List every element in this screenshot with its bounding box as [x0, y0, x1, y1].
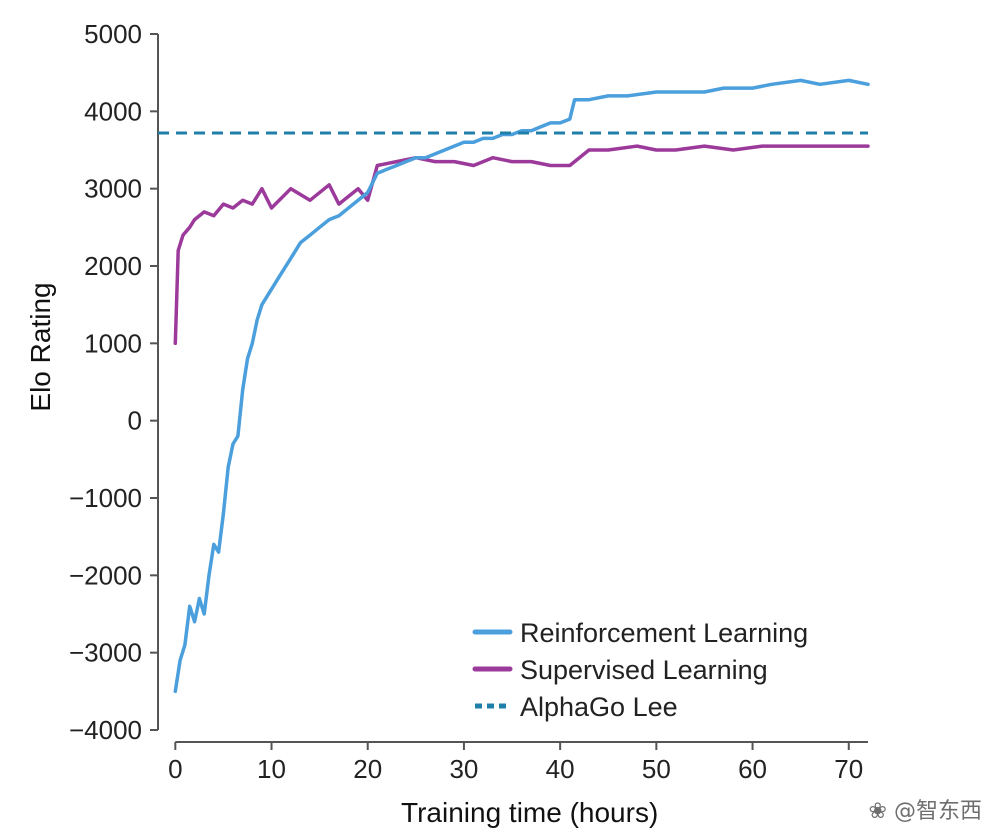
y-tick-label: −1000 [69, 483, 142, 513]
y-tick-label: −4000 [69, 715, 142, 745]
x-tick-label: 70 [834, 754, 863, 784]
legend-label-supervised-learning: Supervised Learning [520, 655, 768, 685]
watermark-text: 智东西 [915, 799, 982, 824]
y-tick-label: 0 [128, 406, 142, 436]
y-tick-label: 4000 [84, 96, 142, 126]
watermark-icon: ❀ [868, 799, 887, 824]
y-tick-label: −2000 [69, 560, 142, 590]
series-lines [158, 78, 870, 694]
y-tick-label: 1000 [84, 328, 142, 358]
x-tick-label: 60 [738, 754, 767, 784]
y-tick-label: 5000 [84, 19, 142, 49]
y-axis-title: Elo Rating [25, 282, 56, 411]
x-axis-title: Training time (hours) [401, 797, 658, 828]
y-tick-label: 2000 [84, 251, 142, 281]
watermark-prefix: @ [893, 799, 916, 824]
legend-label-alphago-lee: AlphaGo Lee [520, 692, 678, 722]
y-tick-label: −3000 [69, 638, 142, 668]
x-tick-label: 0 [168, 754, 182, 784]
series-line-reinforcement-learning [173, 78, 870, 694]
y-tick-label: 3000 [84, 174, 142, 204]
series-line-supervised-learning [173, 144, 870, 346]
axes: −4000−3000−2000−100001000200030004000500… [25, 19, 868, 828]
watermark: ❀ @智东西 [869, 793, 982, 825]
x-tick-label: 10 [257, 754, 286, 784]
legend-label-reinforcement-learning: Reinforcement Learning [520, 618, 808, 648]
x-tick-label: 30 [449, 754, 478, 784]
x-tick-label: 20 [353, 754, 382, 784]
x-tick-label: 40 [546, 754, 575, 784]
x-tick-label: 50 [642, 754, 671, 784]
legend: Reinforcement Learning Supervised Learnin… [472, 618, 808, 722]
